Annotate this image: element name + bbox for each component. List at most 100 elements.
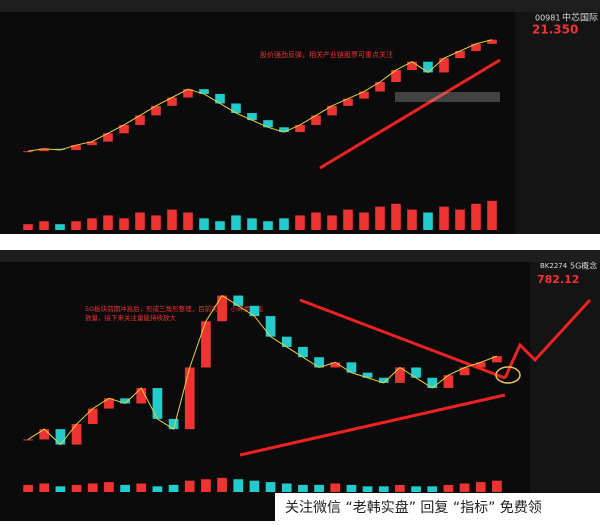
- candle: [263, 120, 273, 128]
- candle: [167, 97, 177, 106]
- candle: [395, 367, 405, 383]
- volume-bar: [265, 482, 276, 492]
- volume-bar: [492, 480, 502, 492]
- top-toolbar: [0, 0, 600, 12]
- volume-bar: [71, 484, 82, 492]
- volume-bar: [311, 212, 321, 230]
- bottom-quote-panel: [530, 250, 600, 521]
- breakout-arrow: [503, 298, 592, 379]
- volume-bar: [455, 209, 465, 230]
- candle: [471, 43, 481, 51]
- candle: [411, 367, 421, 378]
- candle: [247, 113, 257, 121]
- candle: [87, 141, 97, 146]
- volume-bar: [295, 215, 305, 230]
- volume-bar: [427, 486, 438, 492]
- volume-bar: [375, 206, 385, 230]
- volume-bar: [343, 209, 353, 230]
- top-quote-panel: [515, 0, 600, 234]
- candle: [104, 398, 114, 409]
- volume-bar: [439, 206, 449, 230]
- top-code: 00981: [535, 14, 560, 23]
- volume-bar: [39, 483, 50, 492]
- candle: [249, 305, 260, 317]
- candle: [459, 367, 470, 376]
- volume-bar: [423, 212, 433, 230]
- candle: [184, 367, 195, 430]
- candle: [23, 151, 33, 153]
- volume-bar: [475, 482, 486, 492]
- volume-bar: [135, 212, 145, 230]
- volume-bar: [215, 221, 225, 230]
- candle: [201, 321, 211, 368]
- triangle-lower: [239, 393, 506, 457]
- candle: [55, 429, 66, 445]
- volume-bar: [314, 484, 324, 492]
- candle: [279, 127, 289, 133]
- candle: [217, 295, 227, 322]
- volume-bar: [71, 221, 81, 230]
- candle: [330, 362, 341, 368]
- candle: [281, 336, 292, 347]
- candle: [327, 105, 337, 116]
- volume-bar: [23, 224, 33, 230]
- candle: [168, 418, 179, 430]
- volume-bar: [103, 215, 113, 230]
- volume-bar: [87, 218, 97, 230]
- candle: [23, 439, 33, 441]
- volume-bar: [136, 483, 147, 492]
- trend-line: [319, 58, 501, 170]
- candle: [233, 295, 244, 306]
- volume-bar: [346, 484, 357, 492]
- volume-bar: [23, 484, 33, 492]
- volume-bar: [362, 486, 373, 492]
- volume-bar: [330, 483, 341, 492]
- bottom-annotation-box: 5G板块前期冲高后，形成三角形整理，目前突破，小碎步量能放量，接下来关注量能持续…: [85, 305, 264, 322]
- volume-bar: [87, 483, 98, 492]
- candle: [439, 58, 449, 73]
- candle: [298, 346, 308, 358]
- volume-bar: [281, 483, 292, 492]
- candle: [183, 89, 193, 98]
- top-name: 中芯国际: [562, 12, 598, 24]
- volume-bar: [55, 486, 66, 492]
- candle: [55, 148, 65, 150]
- candle: [136, 388, 147, 404]
- candle: [215, 93, 225, 104]
- volume-bar: [459, 483, 470, 492]
- volume-bar: [487, 200, 497, 230]
- volume-bar: [231, 215, 241, 230]
- candle: [152, 388, 163, 419]
- price-line: [27, 294, 498, 446]
- candle: [39, 429, 50, 440]
- bottom-code: BK2274: [540, 262, 568, 270]
- candle: [492, 356, 502, 363]
- volume-bar: [119, 218, 129, 230]
- top-panel: [0, 0, 600, 234]
- top-annotation: 股价强劲反弹，相关产业链股票可重点关注: [260, 50, 393, 59]
- candle: [343, 98, 353, 106]
- volume-bar: [298, 484, 308, 492]
- candle: [427, 377, 438, 389]
- candle: [87, 408, 98, 425]
- volume-bar: [279, 218, 289, 230]
- candle: [359, 91, 369, 99]
- volume-bar: [249, 480, 260, 492]
- volume-bar: [183, 212, 193, 230]
- volume-bar: [39, 221, 49, 230]
- candle: [362, 372, 373, 378]
- volume-bar: [443, 484, 454, 492]
- volume-bar: [471, 203, 481, 230]
- candle: [407, 61, 417, 71]
- volume-bar: [391, 203, 401, 230]
- candle: [120, 398, 130, 404]
- bottom-annotation: 5G板块前期冲高后，形成三角形整理，目前突破，小碎步量能放量，接下来关注量能持续…: [85, 305, 264, 322]
- top-last: 21.350: [532, 23, 578, 37]
- candle: [487, 39, 497, 44]
- candle: [375, 82, 385, 92]
- volume-bar: [120, 484, 130, 492]
- candle: [39, 148, 49, 152]
- bottom-last: 782.12: [537, 273, 579, 286]
